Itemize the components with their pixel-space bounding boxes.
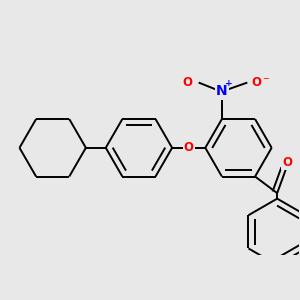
Text: O: O: [182, 76, 192, 89]
Text: O: O: [184, 141, 194, 154]
Text: N: N: [216, 84, 228, 98]
Text: O: O: [282, 156, 292, 169]
Text: +: +: [225, 79, 232, 88]
Text: O$^-$: O$^-$: [250, 76, 270, 89]
